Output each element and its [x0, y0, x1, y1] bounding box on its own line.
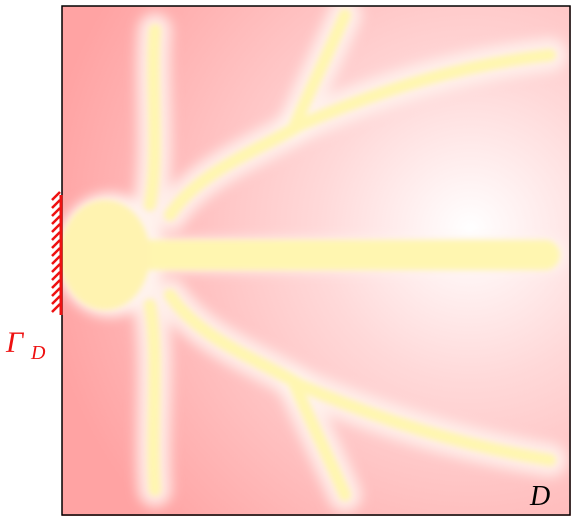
boundary-subscript: D	[30, 342, 46, 364]
figure: Γ D D	[0, 0, 571, 516]
boundary-symbol: Γ	[5, 326, 25, 359]
dirichlet-boundary	[52, 192, 61, 315]
domain-label: D	[529, 481, 550, 512]
diagram: Γ D D	[0, 0, 571, 516]
